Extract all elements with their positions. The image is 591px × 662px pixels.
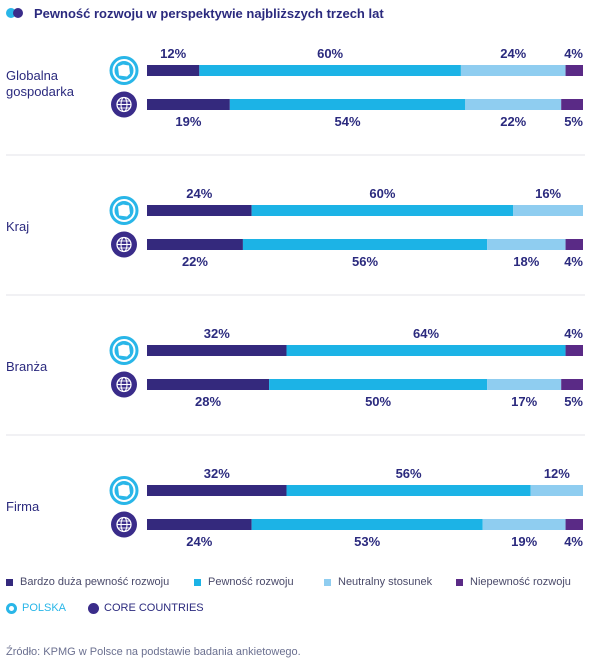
- legend-swatch-sure: [194, 578, 201, 586]
- core-value-label: 22%: [182, 254, 208, 269]
- core-bar-segment: [565, 239, 583, 250]
- core-bar-segment: [147, 239, 243, 250]
- core-ring-icon: [88, 602, 100, 614]
- core-value-label: 22%: [500, 114, 526, 129]
- category-label: Firma: [6, 499, 40, 514]
- core-value-label: 18%: [513, 254, 539, 269]
- core-value-label: 5%: [564, 394, 583, 409]
- core-bar-segment: [465, 99, 562, 110]
- core-bar-segment: [229, 99, 466, 110]
- core-value-label: 28%: [195, 394, 221, 409]
- legend-label-sure: Pewność rozwoju: [208, 576, 294, 588]
- legend-sure: Pewność rozwoju: [194, 576, 324, 588]
- polska-value-label: 4%: [564, 326, 583, 341]
- poland-map-icon: [118, 344, 130, 357]
- legend-core: CORE COUNTRIES: [88, 602, 204, 614]
- legend-neutral: Neutralny stosunek: [324, 576, 456, 588]
- legend-swatch-unsure: [456, 578, 463, 586]
- poland-map-icon: [118, 484, 130, 497]
- core-bar-segment: [482, 519, 566, 530]
- polska-value-label: 12%: [160, 46, 186, 61]
- polska-value-label: 32%: [204, 326, 230, 341]
- core-value-label: 4%: [564, 254, 583, 269]
- polska-value-label: 24%: [186, 186, 212, 201]
- polska-bar-segment: [565, 65, 583, 76]
- category-label: gospodarka: [6, 84, 75, 99]
- core-bar-segment: [565, 519, 583, 530]
- core-bar-segment: [269, 379, 488, 390]
- core-value-label: 56%: [352, 254, 378, 269]
- polska-value-label: 24%: [500, 46, 526, 61]
- polska-bar-segment: [147, 205, 252, 216]
- polska-value-label: 60%: [317, 46, 343, 61]
- polska-bar-segment: [530, 485, 583, 496]
- polska-bar-segment: [460, 65, 566, 76]
- core-value-label: 24%: [186, 534, 212, 549]
- source-note: Źródło: KPMG w Polsce na podstawie badan…: [6, 646, 301, 658]
- polska-value-label: 16%: [535, 186, 561, 201]
- core-bar-segment: [561, 99, 583, 110]
- core-value-label: 19%: [511, 534, 537, 549]
- category-label: Branża: [6, 359, 48, 374]
- category-legend: Bardzo duża pewność rozwoju Pewność rozw…: [6, 576, 591, 588]
- polska-value-label: 4%: [564, 46, 583, 61]
- chart-title: Pewność rozwoju w perspektywie najbliższ…: [34, 5, 384, 21]
- legend-label-core: CORE COUNTRIES: [104, 602, 204, 614]
- core-bar-segment: [487, 379, 562, 390]
- core-bar-segment: [242, 239, 488, 250]
- legend-swatch-neutral: [324, 578, 331, 586]
- legend-unsure: Niepewność rozwoju: [456, 576, 571, 588]
- chart-header: Pewność rozwoju w perspektywie najbliższ…: [6, 4, 384, 22]
- core-value-label: 4%: [564, 534, 583, 549]
- polska-bar-segment: [251, 205, 514, 216]
- polska-bar-segment: [147, 65, 200, 76]
- polska-bar-segment: [565, 345, 583, 356]
- legend-polska: POLSKA: [6, 602, 66, 614]
- legend-label-neutral: Neutralny stosunek: [338, 576, 433, 588]
- legend-label-polska: POLSKA: [22, 602, 67, 614]
- core-value-label: 19%: [175, 114, 201, 129]
- polska-bar-segment: [147, 345, 287, 356]
- core-bar-segment: [147, 99, 230, 110]
- polska-bar-segment: [199, 65, 461, 76]
- polska-ring-icon: [6, 602, 17, 614]
- legend-label-unsure: Niepewność rozwoju: [470, 576, 571, 588]
- category-label: Kraj: [6, 219, 29, 234]
- poland-map-icon: [118, 64, 130, 77]
- polska-value-label: 64%: [413, 326, 439, 341]
- polska-bar-segment: [286, 345, 566, 356]
- legend-very-sure: Bardzo duża pewność rozwoju: [6, 576, 194, 588]
- polska-bar-segment: [513, 205, 583, 216]
- core-bar-segment: [561, 379, 583, 390]
- legend-swatch-very-sure: [6, 578, 13, 586]
- core-value-label: 54%: [335, 114, 361, 129]
- polska-bar-segment: [147, 485, 287, 496]
- core-value-label: 50%: [365, 394, 391, 409]
- core-bar-segment: [147, 379, 270, 390]
- core-value-label: 5%: [564, 114, 583, 129]
- polska-value-label: 60%: [369, 186, 395, 201]
- polska-value-label: 56%: [396, 466, 422, 481]
- poland-map-icon: [118, 204, 130, 217]
- core-bar-segment: [251, 519, 483, 530]
- polska-value-label: 32%: [204, 466, 230, 481]
- header-dots-icon: [6, 7, 26, 19]
- category-label: Globalna: [6, 68, 59, 83]
- legend-label-very-sure: Bardzo duża pewność rozwoju: [20, 576, 170, 588]
- group-legend: POLSKA CORE COUNTRIES: [6, 602, 226, 614]
- core-value-label: 17%: [511, 394, 537, 409]
- polska-value-label: 12%: [544, 466, 570, 481]
- core-bar-segment: [147, 519, 252, 530]
- core-bar-segment: [487, 239, 566, 250]
- core-value-label: 53%: [354, 534, 380, 549]
- polska-bar-segment: [286, 485, 531, 496]
